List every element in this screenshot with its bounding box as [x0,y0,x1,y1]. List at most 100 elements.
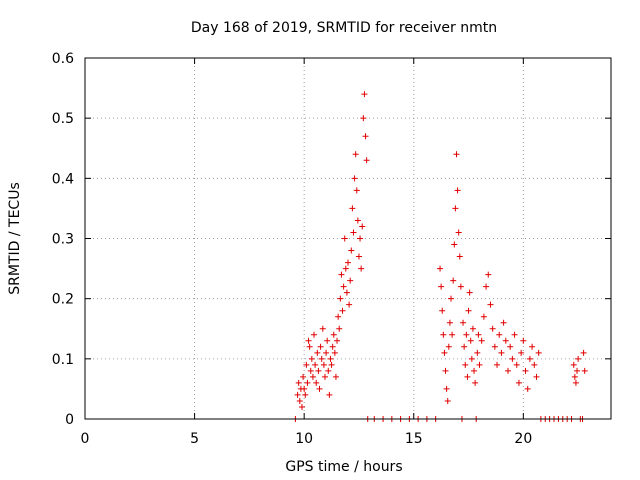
data-point [317,343,324,350]
data-point [311,331,318,338]
data-point [455,229,462,236]
data-point [353,187,360,194]
data-point [581,367,588,374]
data-point [469,325,476,332]
data-point [438,283,445,290]
data-point [343,289,350,296]
data-point [437,265,444,272]
data-point [448,295,455,302]
data-point [449,331,456,338]
y-tick-label: 0 [65,412,74,428]
data-point [504,367,511,374]
data-point [570,361,577,368]
data-point [312,361,319,368]
data-point [462,361,469,368]
data-point [342,265,349,272]
data-point [345,259,351,266]
data-point [460,319,467,326]
data-point [500,319,507,326]
data-point [349,205,356,212]
data-point [295,379,302,386]
data-point [316,385,323,392]
data-point [363,157,370,164]
data-point [341,235,348,242]
data-point [451,241,458,248]
data-point [334,337,341,344]
data-point [467,337,474,344]
data-point [472,379,479,386]
data-point [352,151,359,158]
y-axis-label: SRMTID / TECUs [7,182,23,295]
data-point [298,403,305,410]
data-point [450,277,457,284]
data-point [325,367,332,374]
data-point [533,373,540,380]
y-tick-label: 0.6 [52,51,74,67]
data-point [336,325,343,332]
data-point [465,307,472,314]
data-point [313,379,320,386]
y-tick-label: 0.5 [52,111,74,127]
data-point [440,331,447,338]
data-point [476,361,483,368]
data-point [572,379,579,386]
data-point [329,343,336,350]
data-point [456,253,463,260]
data-point [320,361,327,368]
data-point [457,283,464,290]
x-tick-label: 15 [405,431,423,447]
data-point [487,301,494,308]
data-point [494,361,501,368]
data-point [507,343,514,350]
data-point [535,349,542,356]
data-point [347,277,354,284]
data-point [302,391,309,398]
data-point [294,391,301,398]
data-point [466,289,473,296]
data-point [296,397,303,404]
data-point [339,307,346,314]
data-point [529,343,536,350]
data-point [502,337,509,344]
data-point [491,343,498,350]
data-point [340,283,347,290]
data-point [308,355,315,362]
x-tick-label: 0 [81,431,90,447]
data-point [580,349,587,356]
grid-lines [85,58,611,419]
data-point [439,307,446,314]
data-point [483,283,490,290]
data-point [446,319,453,326]
data-point [444,397,451,404]
data-point [303,361,310,368]
data-point [331,349,338,356]
data-point [330,331,337,338]
data-point [351,175,358,182]
data-point [301,385,308,392]
data-point [509,355,516,362]
data-point [518,349,525,356]
data-point [314,349,321,356]
data-point [515,379,522,386]
data-point [324,337,331,344]
data-point [323,349,330,356]
data-point [443,385,450,392]
data-point [441,349,448,356]
data-point [474,349,481,356]
data-point [453,151,460,158]
data-point [461,343,468,350]
data-point [489,325,496,332]
data-point [357,235,364,242]
data-point [452,205,459,212]
data-point [346,301,353,308]
data-point [454,187,461,194]
data-point [307,367,314,374]
data-point [575,355,582,362]
axis-ticks: 0 5 10 15 20 0 0.1 0.2 0.3 0.4 0.5 0.6 [52,51,611,447]
data-point [332,373,339,380]
data-point [321,373,328,380]
data-point [315,367,322,374]
data-point [309,373,316,380]
y-tick-label: 0.1 [52,352,74,368]
